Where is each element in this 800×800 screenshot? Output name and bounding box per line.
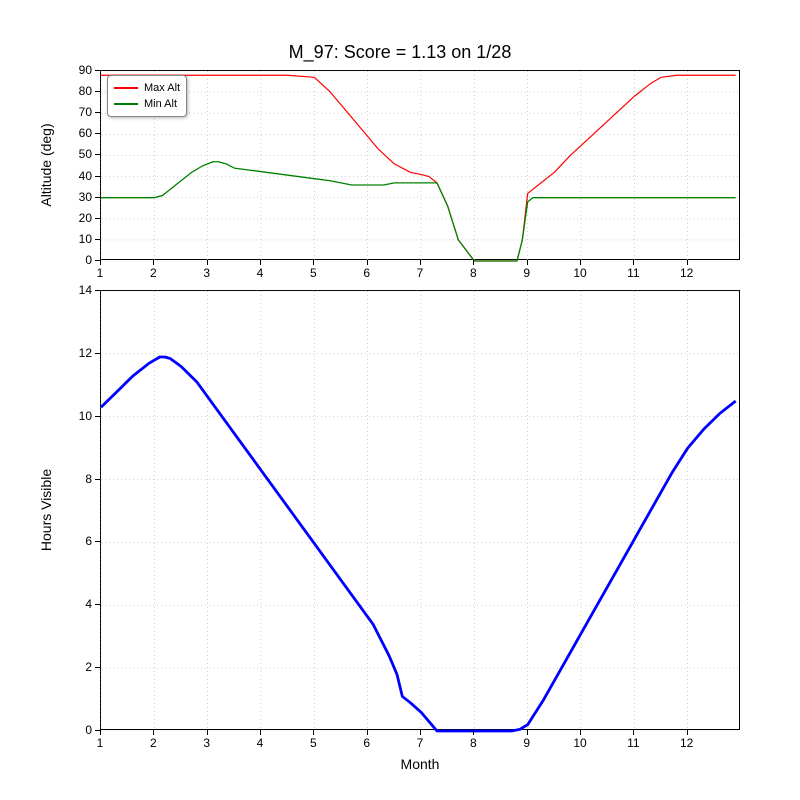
legend-label: Min Alt <box>144 96 177 112</box>
xtick-label: 6 <box>363 266 370 280</box>
xtick-label: 4 <box>257 736 264 750</box>
xtick-label: 9 <box>523 736 530 750</box>
ytick-label: 12 <box>70 346 92 360</box>
xtick-label: 11 <box>627 266 639 280</box>
ytick-label: 90 <box>70 63 92 77</box>
ytick-label: 20 <box>70 211 92 225</box>
hours-ylabel: Hours Visible <box>38 469 54 551</box>
hours-plot-svg <box>101 291 741 731</box>
altitude-ylabel: Altitude (deg) <box>38 123 54 206</box>
legend-item: Min Alt <box>114 96 180 112</box>
xtick-label: 11 <box>627 736 639 750</box>
xtick-label: 10 <box>573 266 586 280</box>
figure: M_97: Score = 1.13 on 1/28 Max AltMin Al… <box>0 0 800 800</box>
ytick-label: 0 <box>70 723 92 737</box>
xtick-label: 1 <box>97 266 104 280</box>
xtick-label: 3 <box>203 266 210 280</box>
xtick-label: 12 <box>680 266 693 280</box>
ytick-label: 4 <box>70 597 92 611</box>
ytick-label: 8 <box>70 472 92 486</box>
ytick-label: 40 <box>70 169 92 183</box>
ytick-label: 50 <box>70 147 92 161</box>
xtick-label: 7 <box>417 736 424 750</box>
ytick-label: 70 <box>70 105 92 119</box>
xtick-label: 8 <box>470 266 477 280</box>
ytick-label: 2 <box>70 660 92 674</box>
xtick-label: 12 <box>680 736 693 750</box>
xtick-label: 10 <box>573 736 586 750</box>
altitude-plot-svg <box>101 71 741 261</box>
ytick-label: 0 <box>70 253 92 267</box>
altitude-plot-area: Max AltMin Alt <box>100 70 740 260</box>
xtick-label: 7 <box>417 266 424 280</box>
series-max-alt <box>101 75 736 261</box>
xtick-label: 5 <box>310 736 317 750</box>
legend-item: Max Alt <box>114 80 180 96</box>
hours-xlabel: Month <box>401 756 440 772</box>
xtick-label: 9 <box>523 266 530 280</box>
ytick-label: 80 <box>70 84 92 98</box>
legend-swatch <box>114 87 138 89</box>
legend-swatch <box>114 103 138 105</box>
xtick-label: 8 <box>470 736 477 750</box>
ytick-label: 30 <box>70 190 92 204</box>
series-min-alt <box>101 162 736 261</box>
xtick-label: 5 <box>310 266 317 280</box>
xtick-label: 2 <box>150 736 157 750</box>
xtick-label: 4 <box>257 266 264 280</box>
xtick-label: 1 <box>97 736 104 750</box>
xtick-label: 6 <box>363 736 370 750</box>
ytick-label: 10 <box>70 232 92 246</box>
xtick-label: 2 <box>150 266 157 280</box>
xtick-label: 3 <box>203 736 210 750</box>
ytick-label: 6 <box>70 534 92 548</box>
ytick-label: 10 <box>70 409 92 423</box>
series-hours-visible <box>101 357 736 731</box>
legend-label: Max Alt <box>144 80 180 96</box>
ytick-label: 60 <box>70 126 92 140</box>
hours-plot-area <box>100 290 740 730</box>
ytick-label: 14 <box>70 283 92 297</box>
figure-title: M_97: Score = 1.13 on 1/28 <box>289 42 512 63</box>
altitude-legend: Max AltMin Alt <box>107 75 187 117</box>
